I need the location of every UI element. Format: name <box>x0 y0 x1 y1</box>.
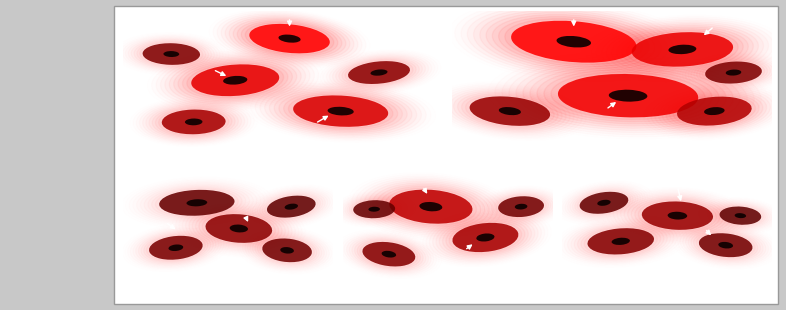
Ellipse shape <box>705 61 762 84</box>
Ellipse shape <box>149 236 203 260</box>
Text: + DMSO: + DMSO <box>462 152 497 161</box>
Ellipse shape <box>626 30 738 69</box>
Ellipse shape <box>476 233 494 241</box>
Ellipse shape <box>278 34 300 43</box>
Ellipse shape <box>249 24 330 53</box>
FancyBboxPatch shape <box>114 6 778 304</box>
Ellipse shape <box>285 204 298 210</box>
Text: + Gemcitabine: + Gemcitabine <box>130 286 193 295</box>
Ellipse shape <box>420 202 443 211</box>
Ellipse shape <box>163 51 179 57</box>
Ellipse shape <box>667 212 687 219</box>
Ellipse shape <box>162 109 226 134</box>
Text: + (-)-6d: + (-)-6d <box>568 286 601 295</box>
Ellipse shape <box>699 233 752 257</box>
Ellipse shape <box>511 21 637 63</box>
Ellipse shape <box>353 200 395 218</box>
Ellipse shape <box>281 247 294 254</box>
Ellipse shape <box>328 107 354 115</box>
Ellipse shape <box>668 45 696 54</box>
Ellipse shape <box>677 97 751 126</box>
Ellipse shape <box>579 192 628 214</box>
Ellipse shape <box>556 36 591 47</box>
Ellipse shape <box>718 242 733 249</box>
Ellipse shape <box>597 200 611 206</box>
Ellipse shape <box>469 96 550 126</box>
Ellipse shape <box>186 199 208 206</box>
Ellipse shape <box>642 202 713 230</box>
Ellipse shape <box>267 196 316 218</box>
Ellipse shape <box>142 43 200 65</box>
Ellipse shape <box>362 242 415 267</box>
Ellipse shape <box>263 238 312 262</box>
Ellipse shape <box>185 118 203 125</box>
Ellipse shape <box>223 76 248 85</box>
Ellipse shape <box>168 245 183 251</box>
Ellipse shape <box>558 74 698 117</box>
Ellipse shape <box>381 251 396 258</box>
Ellipse shape <box>230 224 248 232</box>
Text: Control: Control <box>133 152 163 161</box>
Ellipse shape <box>719 206 761 225</box>
Ellipse shape <box>369 207 380 212</box>
Ellipse shape <box>609 90 648 102</box>
Ellipse shape <box>735 213 746 218</box>
Ellipse shape <box>587 228 654 255</box>
Ellipse shape <box>205 214 272 243</box>
Ellipse shape <box>498 196 544 217</box>
Ellipse shape <box>160 190 234 216</box>
Ellipse shape <box>245 22 334 55</box>
Ellipse shape <box>632 32 733 67</box>
Ellipse shape <box>499 107 521 115</box>
Ellipse shape <box>704 107 725 115</box>
Ellipse shape <box>348 61 410 84</box>
Ellipse shape <box>293 95 388 127</box>
Ellipse shape <box>505 19 643 65</box>
Ellipse shape <box>191 64 279 96</box>
Ellipse shape <box>389 190 472 224</box>
Ellipse shape <box>453 223 519 252</box>
Ellipse shape <box>370 69 387 76</box>
Text: + (-)-5b: + (-)-5b <box>349 286 382 295</box>
Ellipse shape <box>515 204 527 210</box>
Ellipse shape <box>725 69 741 76</box>
Ellipse shape <box>612 238 630 245</box>
Ellipse shape <box>551 72 705 120</box>
